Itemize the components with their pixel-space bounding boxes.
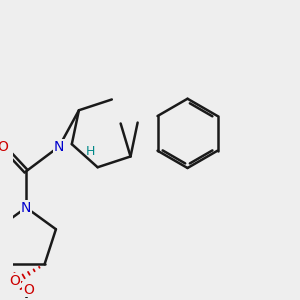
- Text: N: N: [21, 201, 31, 214]
- Text: O: O: [23, 283, 34, 297]
- Text: N: N: [54, 140, 64, 154]
- Text: O: O: [0, 140, 8, 154]
- Text: H: H: [86, 145, 95, 158]
- Text: O: O: [9, 274, 20, 288]
